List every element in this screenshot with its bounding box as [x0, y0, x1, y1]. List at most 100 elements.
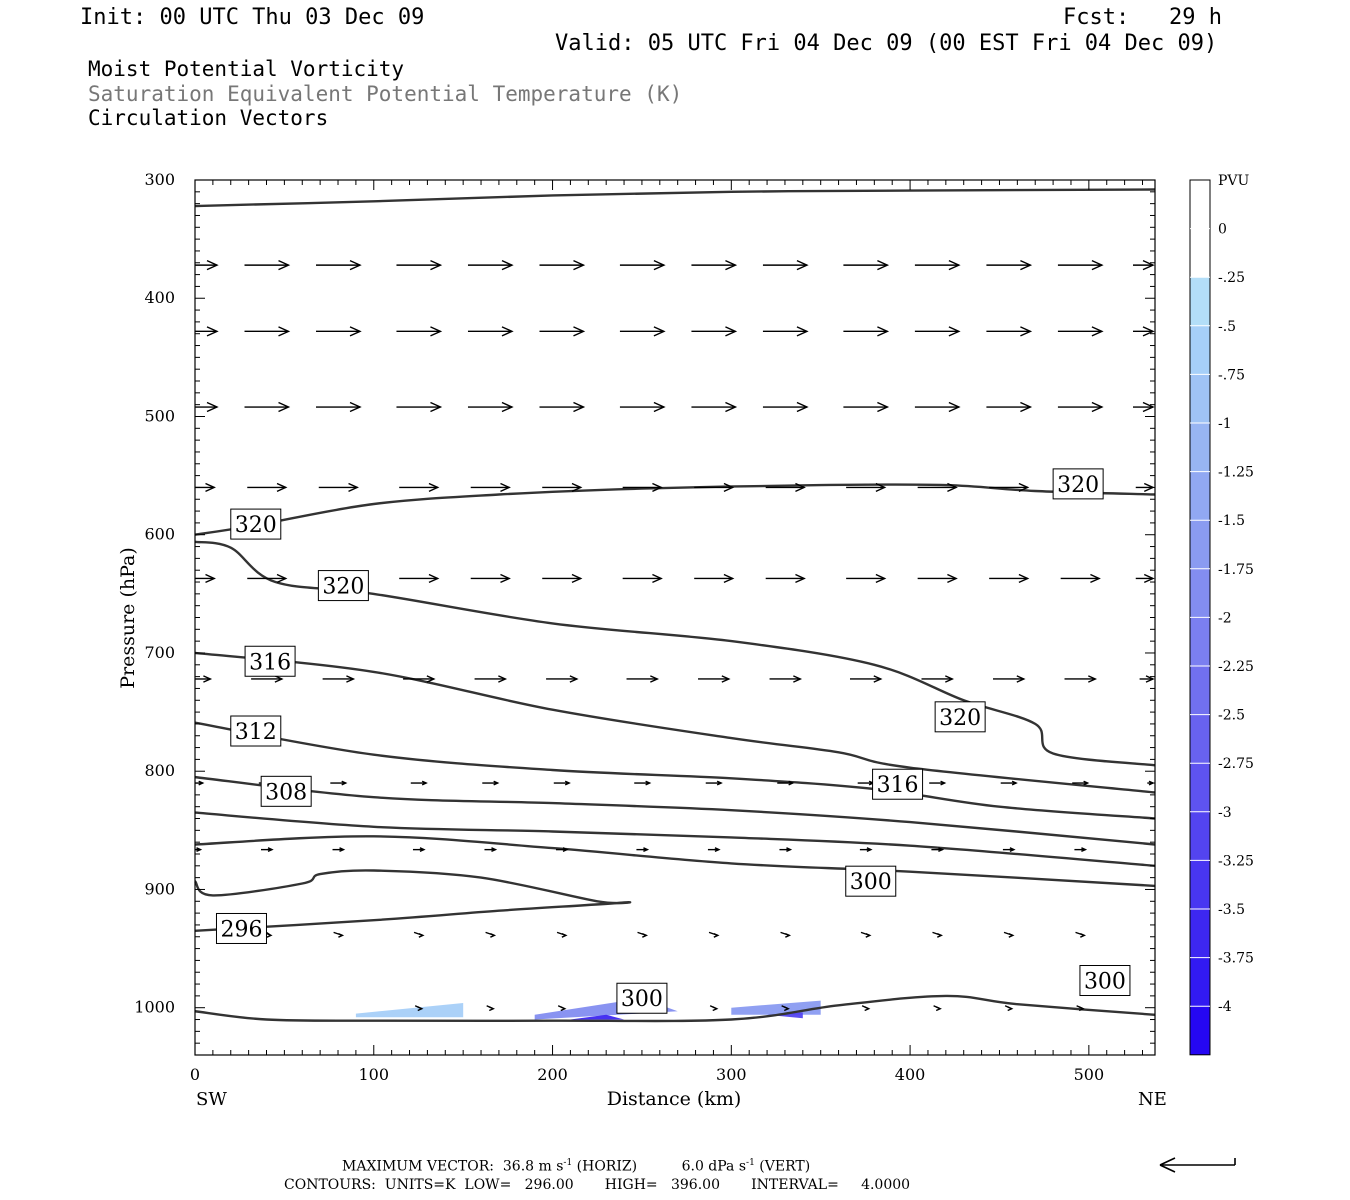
- circulation-vector: [467, 326, 514, 337]
- vector-head: [266, 932, 273, 938]
- units-superscript-horiz: -1: [563, 1158, 573, 1168]
- circulation-vector: [555, 847, 569, 853]
- circulation-vector: [316, 401, 362, 413]
- vector-head: [573, 326, 586, 337]
- circulation-vector: [708, 931, 720, 938]
- plot-frame: [194, 179, 1156, 1056]
- vector-head: [796, 326, 809, 337]
- circulation-vector: [396, 401, 443, 413]
- vector-head: [1008, 932, 1015, 938]
- circulation-vector: [694, 573, 735, 584]
- contour-label: 320: [1052, 468, 1104, 500]
- vector-head: [267, 847, 274, 853]
- colorbar-swatch: [1190, 763, 1210, 812]
- x-tick-label: 500: [1074, 1065, 1105, 1084]
- circulation-vector: [333, 931, 345, 938]
- circulation-vector-layer: [195, 259, 1155, 1012]
- vector-head: [338, 932, 345, 938]
- vector-head: [877, 259, 890, 271]
- vector-head: [940, 780, 947, 786]
- contour-label-text: 300: [1084, 970, 1126, 995]
- x-tick-label: 100: [358, 1065, 389, 1084]
- circulation-vector: [933, 1005, 942, 1012]
- circulation-vector: [318, 482, 359, 493]
- contour-label: 308: [260, 775, 312, 807]
- vector-head: [788, 780, 795, 786]
- circulation-vector: [709, 1005, 719, 1012]
- circulation-vector: [413, 931, 425, 938]
- circulation-vector: [619, 401, 666, 413]
- circulation-vector: [931, 847, 945, 853]
- circulation-vector: [1002, 847, 1016, 853]
- circulation-vector: [1003, 931, 1015, 938]
- circulation-vector: [698, 675, 731, 683]
- circulation-vector: [921, 675, 955, 683]
- circulation-vector: [637, 931, 649, 938]
- contour-label-box: [1052, 468, 1104, 500]
- vector-head: [1145, 675, 1155, 683]
- circulation-vector: [244, 401, 291, 413]
- vector-head: [652, 573, 663, 584]
- vector-head: [205, 482, 216, 493]
- circulation-vector: [330, 780, 348, 786]
- vector-head: [795, 573, 806, 584]
- theta-contour: [194, 483, 1156, 536]
- circulation-vector: [636, 847, 650, 853]
- vector-head: [645, 780, 652, 786]
- contour-info-line: CONTOURS: UNITS=K LOW= 296.00 HIGH= 396.…: [284, 1177, 911, 1193]
- reference-vector: [1159, 1157, 1236, 1173]
- field-title-vectors: Circulation Vectors: [88, 106, 329, 130]
- theta-contour: [194, 775, 1156, 846]
- circulation-vector: [860, 931, 872, 938]
- vector-head: [947, 482, 958, 493]
- x-endpoint-right: NE: [1138, 1089, 1167, 1110]
- vector-head: [653, 326, 666, 337]
- circulation-vector: [1133, 401, 1155, 413]
- circulation-vector: [857, 780, 875, 786]
- circulation-vector: [399, 573, 440, 584]
- vector-head: [875, 573, 887, 584]
- vector-head: [1088, 675, 1098, 683]
- vector-head: [713, 932, 720, 938]
- vector-head: [205, 573, 216, 584]
- x-endpoint-left: SW: [196, 1089, 227, 1110]
- colorbar-tick-label: -2.25: [1218, 659, 1254, 675]
- circulation-vector: [843, 326, 890, 337]
- colorbar-swatch: [1190, 568, 1210, 618]
- colorbar-swatch: [1190, 714, 1210, 764]
- units-superscript-vert: -1: [746, 1158, 755, 1168]
- theta-contour: [194, 811, 1156, 867]
- circulation-vector: [1075, 931, 1087, 938]
- circulation-vector: [195, 401, 219, 413]
- x-axis-label: Distance (km): [607, 1088, 742, 1110]
- circulation-vector: [412, 847, 426, 853]
- colorbar-swatch: [1190, 617, 1210, 666]
- circulation-vector: [332, 847, 346, 853]
- colorbar-title: PVU: [1218, 173, 1250, 189]
- vector-head: [721, 675, 731, 683]
- contour-label-text: 308: [265, 780, 307, 805]
- vector-head: [349, 401, 362, 413]
- vector-head: [725, 401, 738, 413]
- circulation-vector: [261, 847, 274, 853]
- vector-head: [785, 932, 792, 938]
- circulation-vector: [993, 675, 1026, 683]
- vector-head: [421, 780, 428, 786]
- contour-label-text: 320: [939, 706, 981, 731]
- vector-head: [276, 573, 288, 584]
- colorbar-tick-label: -.25: [1218, 270, 1245, 286]
- vector-head: [873, 675, 883, 683]
- contour-label: 300: [616, 982, 668, 1014]
- colorbar-swatch: [1190, 277, 1210, 326]
- circulation-vector: [546, 675, 579, 683]
- theta-contour-layer: [194, 188, 1156, 1023]
- vector-head: [948, 401, 961, 413]
- circulation-vector: [917, 482, 958, 493]
- y-axis-label: Pressure (hPa): [117, 547, 139, 689]
- vector-head: [1011, 780, 1018, 786]
- vector-head: [278, 401, 291, 413]
- vector-head: [206, 259, 219, 271]
- x-tick-label: 0: [190, 1065, 200, 1084]
- vector-head: [864, 1006, 871, 1012]
- circulation-vector: [195, 847, 203, 853]
